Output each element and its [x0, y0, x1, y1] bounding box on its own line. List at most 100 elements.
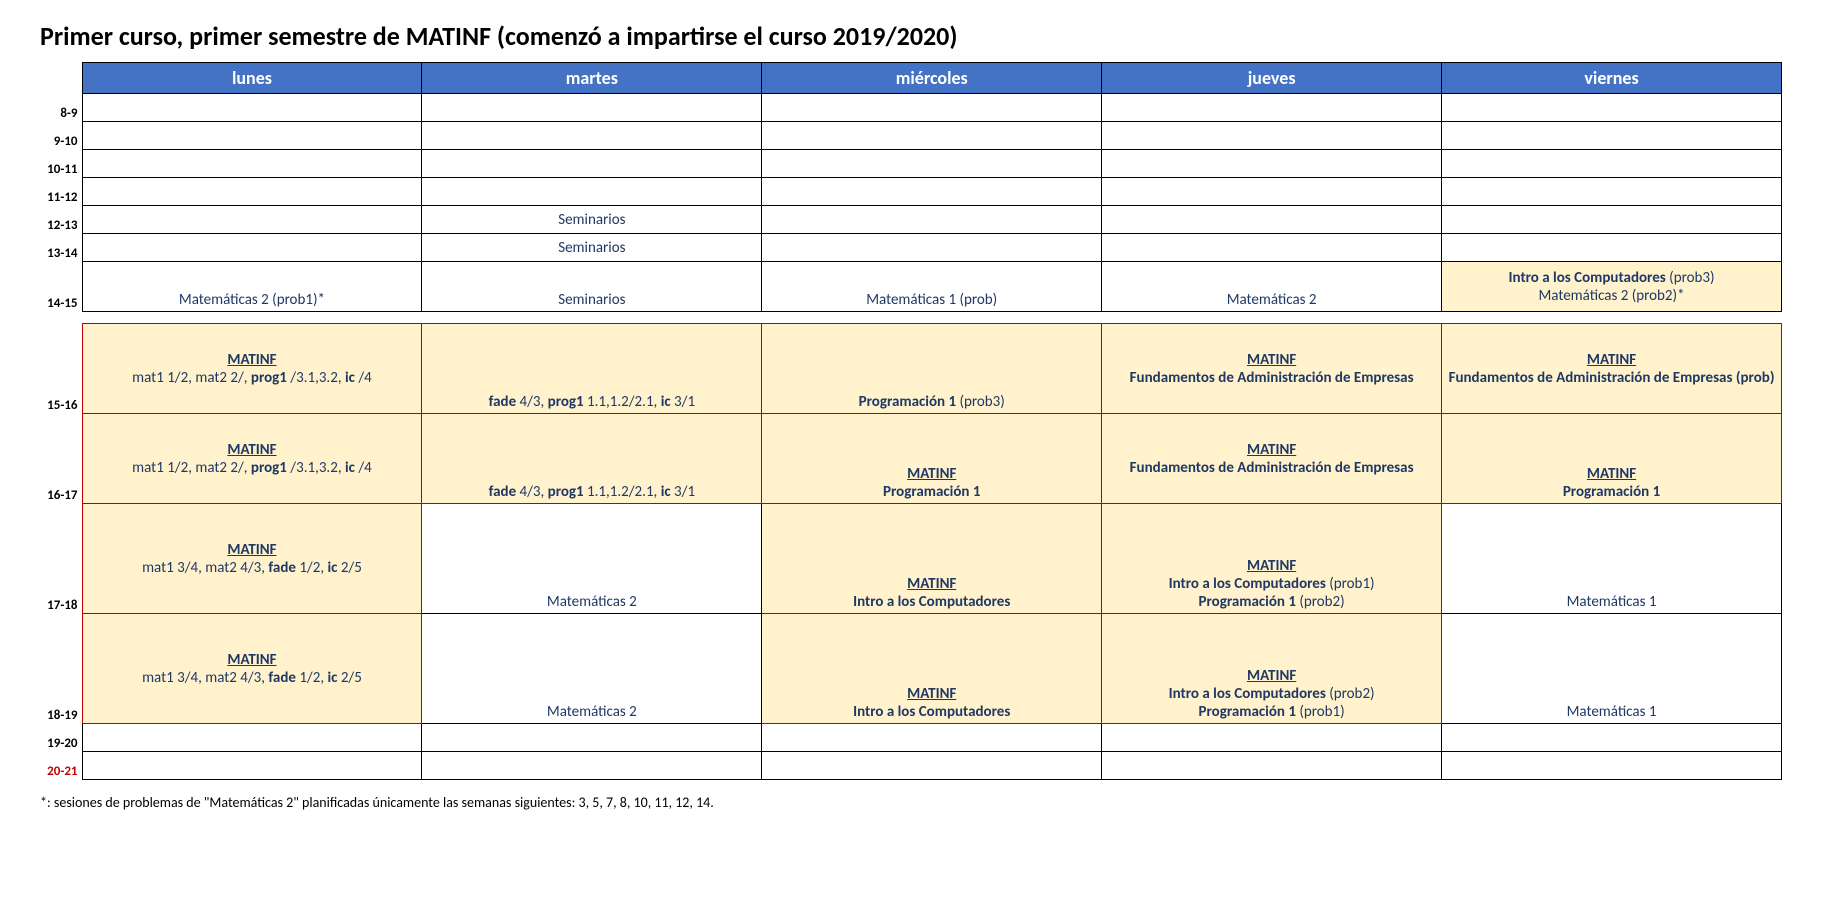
cell-mar-18: Matemáticas 2 — [422, 614, 762, 724]
d17-ic: ic — [327, 559, 337, 577]
t2: 1.1,1.2/2.1, — [584, 393, 661, 411]
cell-mie-10 — [762, 150, 1102, 178]
prog1-prob3-s: (prob3) — [956, 393, 1005, 411]
d18-fade: fade — [268, 669, 296, 687]
prog1-b: prog1 — [548, 393, 584, 411]
cell-mar-14: Seminarios — [422, 262, 762, 312]
time-15-16: 15-16 — [40, 324, 82, 414]
cell-vie-19 — [1442, 724, 1782, 752]
d17-fade: fade — [268, 559, 296, 577]
cell-vie-10 — [1442, 150, 1782, 178]
cell-jue-15: MATINF Fundamentos de Administración de … — [1102, 324, 1442, 414]
cell-jue-16: MATINF Fundamentos de Administración de … — [1102, 414, 1442, 504]
cell-jue-8 — [1102, 94, 1442, 122]
p1p2s: (prob2) — [1296, 593, 1345, 611]
cell-jue-18: MATINF Intro a los Computadores (prob2) … — [1102, 614, 1442, 724]
cell-mie-12 — [762, 206, 1102, 234]
cell-vie-12 — [1442, 206, 1782, 234]
cell-lun-16: MATINF mat1 1/2, mat2 2/, prog1 /3.1,3.2… — [82, 414, 422, 504]
detail-4: /4 — [355, 369, 372, 387]
matinf-label: MATINF — [87, 351, 418, 369]
detail-2b: /3.1,3.2, — [287, 459, 345, 477]
corner-cell — [40, 63, 82, 94]
cell-mie-9 — [762, 122, 1102, 150]
cell-mie-14: Matemáticas 1 (prob) — [762, 262, 1102, 312]
detail-1: mat1 1/2, mat2 2/, — [132, 369, 251, 387]
prog1-vie16: Programación 1 — [1563, 483, 1660, 501]
time-18-19: 18-19 — [40, 614, 82, 724]
cell-lun-15: MATINF mat1 1/2, mat2 2/, prog1 /3.1,3.2… — [82, 324, 422, 414]
fade-emp: Fundamentos de Administración de Empresa… — [1130, 369, 1414, 387]
cell-vie-9 — [1442, 122, 1782, 150]
time-10-11: 10-11 — [40, 150, 82, 178]
d17-2: 1/2, — [296, 559, 328, 577]
icp2: Intro a los Computadores — [1169, 685, 1326, 703]
header-martes: martes — [422, 63, 762, 94]
icp1s: (prob1) — [1326, 575, 1375, 593]
detail-icb: ic — [345, 459, 355, 477]
cell-jue-9 — [1102, 122, 1442, 150]
header-lunes: lunes — [82, 63, 422, 94]
matinf-label-5: MATINF — [766, 465, 1097, 483]
header-row: lunes martes miércoles jueves viernes — [40, 63, 1782, 94]
t2b: 1.1,1.2/2.1, — [584, 483, 661, 501]
detail-ic: ic — [345, 369, 355, 387]
p1p1s: (prob1) — [1296, 703, 1345, 721]
detail-2: /3.1,3.2, — [287, 369, 345, 387]
cell-mie-19 — [762, 724, 1102, 752]
cell-mie-13 — [762, 234, 1102, 262]
cell-mie-17: MATINF Intro a los Computadores — [762, 504, 1102, 614]
cell-lun-8 — [82, 94, 422, 122]
cell-mar-15: fade 4/3, prog1 1.1,1.2/2.1, ic 3/1 — [422, 324, 762, 414]
matinf-label-3: MATINF — [1446, 351, 1777, 369]
d18-3: 2/5 — [337, 669, 361, 687]
icp2s: (prob2) — [1326, 685, 1375, 703]
cell-lun-11 — [82, 178, 422, 206]
time-8-9: 8-9 — [40, 94, 82, 122]
cell-mar-10 — [422, 150, 762, 178]
prog1-prob3: Programación 1 — [859, 393, 956, 411]
cell-vie-15: MATINF Fundamentos de Administración de … — [1442, 324, 1782, 414]
header-jueves: jueves — [1102, 63, 1442, 94]
cell-lun-20 — [82, 752, 422, 780]
fade-emp-2: Fundamentos de Administración de Empresa… — [1130, 459, 1414, 477]
cell-mar-19 — [422, 724, 762, 752]
ic-b2: ic — [661, 483, 671, 501]
cell-vie-17: Matemáticas 1 — [1442, 504, 1782, 614]
cell-vie-11 — [1442, 178, 1782, 206]
cell-jue-11 — [1102, 178, 1442, 206]
time-9-10: 9-10 — [40, 122, 82, 150]
d18-ic: ic — [327, 669, 337, 687]
cell-mie-16: MATINF Programación 1 — [762, 414, 1102, 504]
fade-b: fade — [489, 393, 517, 411]
time-19-20: 19-20 — [40, 724, 82, 752]
matinf-label-6: MATINF — [1106, 441, 1437, 459]
intro-comp-prob3-suffix: (prob3) — [1666, 269, 1715, 287]
intro-comp-18: Intro a los Computadores — [853, 703, 1010, 721]
matinf-label-2: MATINF — [1106, 351, 1437, 369]
cell-lun-14: Matemáticas 2 (prob1)* — [82, 262, 422, 312]
cell-lun-17: MATINF mat1 3/4, mat2 4/3, fade 1/2, ic … — [82, 504, 422, 614]
cell-vie-18: Matemáticas 1 — [1442, 614, 1782, 724]
prog1-16: Programación 1 — [883, 483, 980, 501]
page-title: Primer curso, primer semestre de MATINF … — [40, 20, 1782, 52]
cell-mar-9 — [422, 122, 762, 150]
cell-lun-19 — [82, 724, 422, 752]
cell-lun-13 — [82, 234, 422, 262]
d17-3: 2/5 — [337, 559, 361, 577]
t1b: 4/3, — [516, 483, 548, 501]
cell-lun-12 — [82, 206, 422, 234]
footnote: *: sesiones de problemas de "Matemáticas… — [40, 794, 1782, 811]
cell-mie-18: MATINF Intro a los Computadores — [762, 614, 1102, 724]
p1p2: Programación 1 — [1199, 593, 1296, 611]
cell-vie-13 — [1442, 234, 1782, 262]
icp1: Intro a los Computadores — [1169, 575, 1326, 593]
cell-mar-16: fade 4/3, prog1 1.1,1.2/2.1, ic 3/1 — [422, 414, 762, 504]
cell-jue-17: MATINF Intro a los Computadores (prob1) … — [1102, 504, 1442, 614]
d17-1: mat1 3/4, mat2 4/3, — [142, 559, 268, 577]
ic-b: ic — [661, 393, 671, 411]
cell-mie-8 — [762, 94, 1102, 122]
d18-1: mat1 3/4, mat2 4/3, — [142, 669, 268, 687]
cell-vie-20 — [1442, 752, 1782, 780]
cell-mar-17: Matemáticas 2 — [422, 504, 762, 614]
